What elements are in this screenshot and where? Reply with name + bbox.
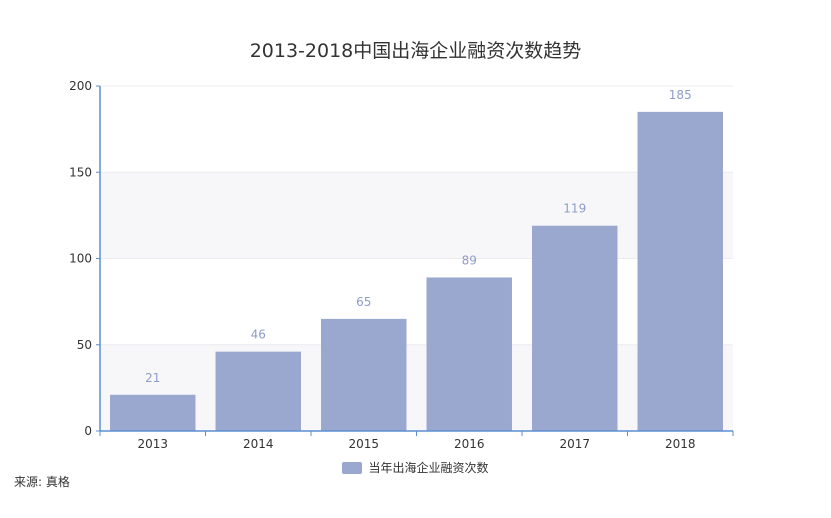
x-tick-label: 2015 <box>348 437 379 451</box>
data-label: 185 <box>669 88 692 102</box>
x-axis-ticks: 2013 2014 2015 2016 2017 2018 <box>99 431 734 451</box>
bar <box>321 318 407 431</box>
y-tick-label: 50 <box>77 338 92 352</box>
plot-band <box>100 258 733 345</box>
x-tick-label: 2013 <box>137 437 168 451</box>
bars <box>110 111 723 431</box>
data-label: 119 <box>563 202 586 216</box>
legend[interactable]: 当年出海企业融资次数 <box>0 459 831 476</box>
data-labels: 21 46 65 89 119 185 <box>145 88 692 385</box>
plot-band <box>100 172 733 259</box>
y-tick-label: 200 <box>69 79 92 93</box>
bar <box>637 111 723 431</box>
data-label: 46 <box>251 328 266 342</box>
y-axis-ticks: 0 50 100 150 200 <box>69 79 100 438</box>
data-label: 65 <box>356 295 371 309</box>
data-label: 89 <box>462 253 477 267</box>
y-tick-label: 150 <box>69 165 92 179</box>
x-tick-label: 2016 <box>454 437 485 451</box>
x-tick-label: 2018 <box>665 437 696 451</box>
bar <box>215 351 301 431</box>
bar <box>110 394 196 431</box>
chart-title: 2013-2018中国出海企业融资次数趋势 <box>249 40 582 62</box>
plot-band <box>100 344 733 431</box>
x-tick-label: 2017 <box>559 437 590 451</box>
source-note: 来源: 真格 <box>14 475 70 489</box>
plot-bands <box>100 86 733 431</box>
bar <box>426 277 512 431</box>
y-tick-label: 0 <box>84 424 92 438</box>
bar <box>532 225 618 431</box>
y-tick-label: 100 <box>69 252 92 266</box>
plot-band <box>100 86 733 173</box>
x-tick-label: 2014 <box>243 437 274 451</box>
legend-swatch <box>342 461 363 474</box>
legend-label: 当年出海企业融资次数 <box>368 461 489 475</box>
data-label: 21 <box>145 371 160 385</box>
